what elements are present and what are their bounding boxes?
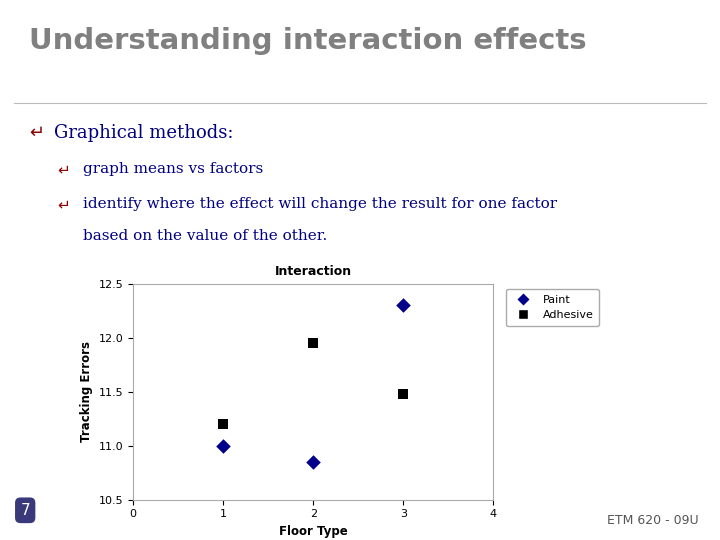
Text: ↵: ↵	[58, 162, 71, 177]
Legend: Paint, Adhesive: Paint, Adhesive	[506, 289, 599, 326]
Text: identify where the effect will change the result for one factor: identify where the effect will change th…	[83, 197, 557, 211]
Point	[217, 420, 229, 428]
Text: ↵: ↵	[29, 124, 44, 142]
Title: Interaction: Interaction	[274, 265, 352, 278]
X-axis label: Floor Type: Floor Type	[279, 525, 348, 538]
Text: Graphical methods:: Graphical methods:	[54, 124, 233, 142]
Text: Understanding interaction effects: Understanding interaction effects	[29, 27, 586, 55]
Point	[397, 389, 409, 398]
Point	[397, 301, 409, 309]
Y-axis label: Tracking Errors: Tracking Errors	[80, 341, 93, 442]
Point	[307, 339, 319, 347]
Text: based on the value of the other.: based on the value of the other.	[83, 230, 327, 244]
Text: 7: 7	[20, 503, 30, 518]
Text: graph means vs factors: graph means vs factors	[83, 162, 263, 176]
Point	[217, 441, 229, 450]
Text: ↵: ↵	[58, 197, 71, 212]
Point	[307, 457, 319, 466]
Text: ETM 620 - 09U: ETM 620 - 09U	[607, 514, 698, 526]
